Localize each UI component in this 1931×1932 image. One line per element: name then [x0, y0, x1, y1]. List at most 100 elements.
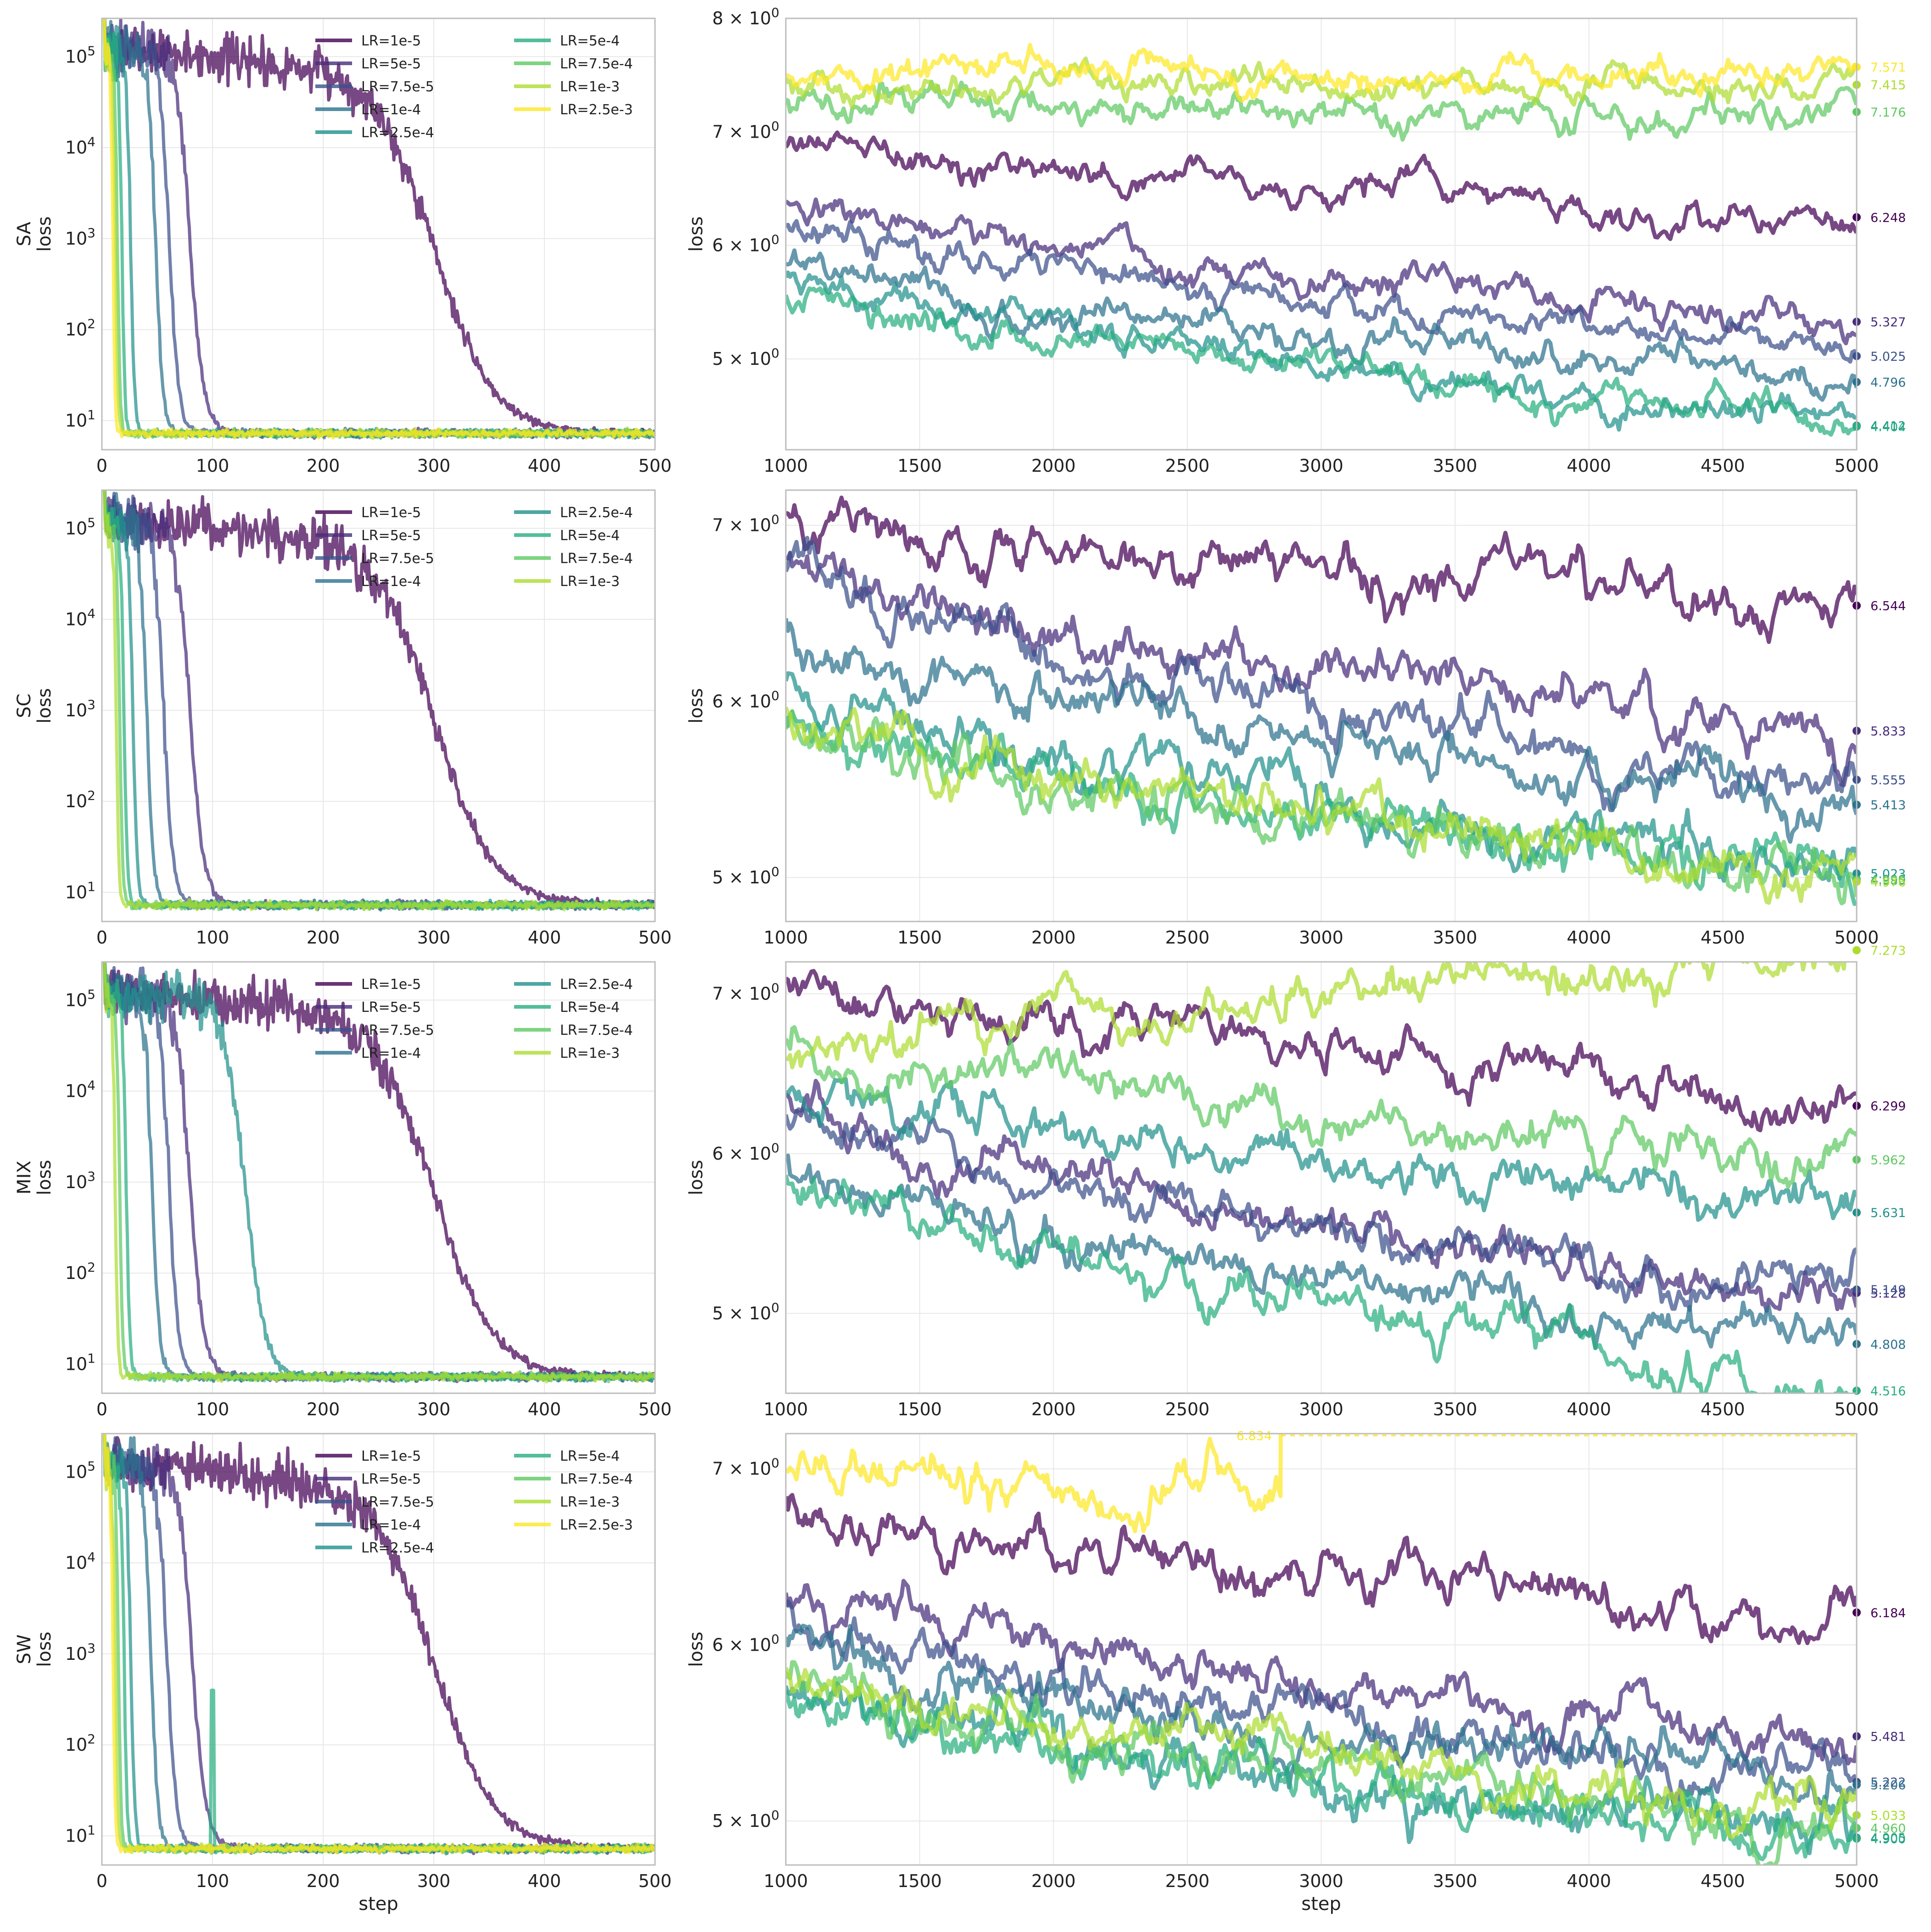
x-tick-label: 1500: [897, 1871, 942, 1891]
x-tick-label: 400: [528, 1871, 561, 1891]
end-value-label: 5.481: [1870, 1730, 1906, 1744]
end-value-label: 4.808: [1870, 1338, 1906, 1352]
legend-label: LR=7.5e-5: [361, 551, 434, 567]
x-tick-label: 4500: [1701, 927, 1745, 948]
x-tick-label: 0: [96, 1871, 107, 1891]
legend-label: LR=1e-4: [361, 1517, 421, 1533]
x-tick-label: 200: [307, 456, 340, 476]
legend-label: LR=7.5e-5: [361, 1022, 434, 1039]
x-tick-label: 2500: [1165, 927, 1210, 948]
panel-mix-right: 1000 1500 2000 2500 3000 3500 4000 4500 5000 5 × …: [686, 944, 1906, 1419]
legend-label: LR=5e-4: [560, 1448, 620, 1464]
x-tick-label: 400: [528, 927, 561, 948]
x-tick-label: 3500: [1433, 1871, 1478, 1891]
end-value-label: 4.796: [1870, 376, 1906, 390]
y-tick-label: 6 × 100: [712, 688, 779, 712]
end-value-label: 4.985: [1870, 874, 1906, 888]
row-label: SC: [14, 693, 35, 718]
x-tick-label: 300: [417, 1871, 451, 1891]
series-line: [786, 286, 1857, 437]
y-axis-label: loss: [34, 1631, 55, 1667]
legend-label: LR=1e-5: [361, 33, 421, 49]
series-line: [786, 1106, 1857, 1312]
end-value-label: 5.222: [1870, 1776, 1906, 1790]
x-tick-label: 300: [417, 456, 451, 476]
legend-label: LR=5e-5: [361, 1000, 421, 1016]
series-group: [786, 43, 1857, 437]
x-tick-label: 100: [196, 927, 229, 948]
x-tick-label: 1000: [764, 1871, 808, 1891]
y-tick-label: 7 × 100: [712, 512, 779, 536]
x-tick-label: 4000: [1567, 456, 1611, 476]
series-line: [786, 1025, 1857, 1189]
y-tick-label: 101: [65, 879, 95, 903]
series-group: [102, 1434, 655, 1856]
legend-label: LR=1e-5: [361, 1448, 421, 1464]
y-axis-label: loss: [34, 1160, 55, 1195]
x-tick-label: 400: [528, 1399, 561, 1419]
y-tick-label: 103: [65, 1168, 95, 1192]
x-tick-label: 0: [96, 927, 107, 948]
y-tick-label: 103: [65, 225, 95, 249]
series-line: [786, 1667, 1857, 1840]
y-axis-label: loss: [34, 216, 55, 251]
y-tick-label: 102: [65, 316, 95, 340]
legend-label: LR=2.5e-4: [560, 505, 633, 521]
series-line: [786, 43, 1857, 103]
y-tick-label: 102: [65, 1260, 95, 1284]
series-line: [786, 706, 1857, 905]
x-tick-label: 400: [528, 456, 561, 476]
x-tick-label: 1000: [764, 1399, 808, 1419]
x-tick-label: 5000: [1835, 456, 1879, 476]
end-value-label: 5.033: [1870, 1809, 1906, 1823]
x-tick-label: 100: [196, 1871, 229, 1891]
legend-label: LR=1e-3: [560, 1494, 620, 1510]
x-tick-label: 2500: [1165, 1871, 1210, 1891]
end-marker: [1853, 946, 1861, 955]
end-value-label: 5.149: [1870, 1283, 1906, 1297]
series-group: [786, 1434, 1857, 1865]
y-tick-label: 102: [65, 1731, 95, 1755]
series-group: [102, 962, 655, 1384]
series-line: [786, 1599, 1857, 1807]
legend-label: LR=5e-4: [560, 528, 620, 544]
end-value-label: 4.960: [1870, 1821, 1906, 1836]
x-tick-label: 4500: [1701, 1399, 1745, 1419]
legend-label: LR=1e-4: [361, 102, 421, 118]
y-tick-label: 8 × 100: [712, 5, 779, 29]
series-line: [786, 1493, 1857, 1645]
x-tick-label: 4500: [1701, 1871, 1745, 1891]
y-tick-label: 7 × 100: [712, 1455, 779, 1479]
x-tick-label: 3500: [1433, 927, 1478, 948]
legend-label: LR=1e-5: [361, 977, 421, 993]
series-line: [786, 56, 1857, 110]
x-tick-label: 0: [96, 1399, 107, 1419]
y-tick-label: 6 × 100: [712, 1631, 779, 1655]
y-tick-label: 101: [65, 1822, 95, 1846]
x-tick-label: 2000: [1031, 456, 1076, 476]
y-axis-label: loss: [686, 216, 707, 251]
end-value-label: 7.571: [1870, 61, 1906, 75]
legend-label: LR=5e-4: [560, 1000, 620, 1016]
axes-frame: [785, 17, 1858, 451]
series-group: [786, 962, 1857, 1393]
end-value-label: 7.415: [1870, 78, 1906, 93]
x-tick-label: 4000: [1567, 1871, 1611, 1891]
x-tick-label: 4000: [1567, 927, 1611, 948]
x-tick-label: 500: [638, 1871, 672, 1891]
x-tick-label: 100: [196, 1399, 229, 1419]
x-tick-label: 100: [196, 456, 229, 476]
y-tick-label: 5 × 100: [712, 1300, 779, 1323]
end-value-label: 5.413: [1870, 798, 1906, 813]
y-tick-label: 6 × 100: [712, 232, 779, 256]
legend-label: LR=2.5e-4: [560, 977, 633, 993]
legend-label: LR=5e-5: [361, 528, 421, 544]
y-tick-label: 104: [65, 1078, 95, 1101]
y-tick-label: 101: [65, 1351, 95, 1374]
legend-label: LR=2.5e-3: [560, 1517, 633, 1533]
y-tick-label: 104: [65, 1549, 95, 1573]
x-tick-label: 2500: [1165, 1399, 1210, 1419]
y-tick-label: 5 × 100: [712, 1808, 779, 1831]
